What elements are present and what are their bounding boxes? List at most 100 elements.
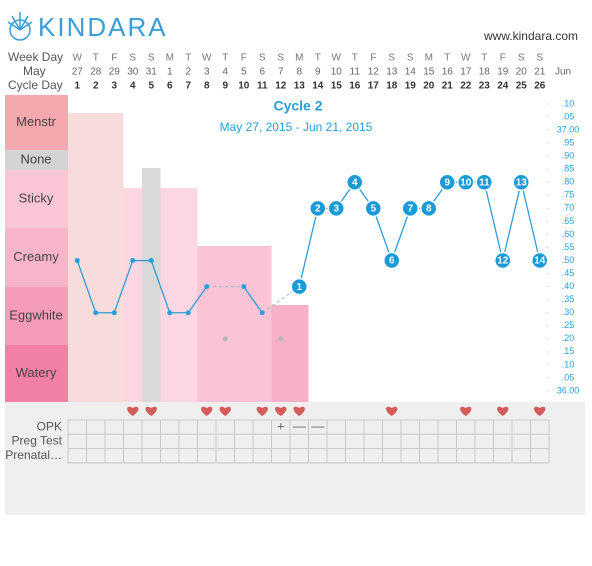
fluid-row-label-bg xyxy=(5,345,68,402)
cycle-day: 20 xyxy=(423,81,435,92)
date: 3 xyxy=(204,67,210,78)
y-tick-label: .05 xyxy=(562,111,575,121)
heart xyxy=(497,406,509,416)
cycle-day: 23 xyxy=(479,81,491,92)
cycle-day: 14 xyxy=(312,81,324,92)
temp-point xyxy=(148,258,154,264)
date: 28 xyxy=(90,67,102,78)
point-label: 12 xyxy=(497,256,509,267)
weekday: S xyxy=(388,53,395,64)
date: 11 xyxy=(350,67,361,78)
weekday: T xyxy=(315,53,321,64)
cycle-day: 25 xyxy=(516,81,528,92)
y-tick-label: .35 xyxy=(562,294,575,304)
fluid-row-label-bg xyxy=(5,287,68,345)
y-tick-label: .75 xyxy=(562,190,575,200)
logo-icon xyxy=(7,12,33,41)
chart-title: Cycle 2 xyxy=(273,98,322,114)
temp-point xyxy=(111,310,117,316)
fluid-bar xyxy=(216,246,235,402)
date: 5 xyxy=(241,67,247,78)
date: 14 xyxy=(405,67,417,78)
weekday: M xyxy=(425,53,433,64)
y-tick-label: .10 xyxy=(562,98,575,108)
weekday: F xyxy=(370,53,376,64)
y-tick-label: .85 xyxy=(562,164,575,174)
y-tick-label: .25 xyxy=(562,320,575,330)
cycle-day: 4 xyxy=(130,81,136,92)
fluid-bar xyxy=(234,246,253,402)
temp-point xyxy=(383,251,401,270)
fluid-row-label: Eggwhite xyxy=(9,307,62,322)
y-tick-label: .60 xyxy=(562,229,575,239)
temp-point xyxy=(130,258,136,264)
temp-point xyxy=(457,173,475,192)
temp-point xyxy=(438,173,456,192)
weekday: W xyxy=(202,53,212,64)
cycle-day: 5 xyxy=(148,81,154,92)
cycle-day: 13 xyxy=(294,81,306,92)
temp-point xyxy=(420,199,438,218)
fluid-bar xyxy=(123,188,142,402)
weekday: F xyxy=(500,53,506,64)
cycle-day: 11 xyxy=(257,81,268,92)
date: 30 xyxy=(127,67,139,78)
logo: KINDARA xyxy=(38,12,168,42)
point-label: 10 xyxy=(460,177,472,188)
y-tick-label: .45 xyxy=(562,268,575,278)
excluded-point xyxy=(278,336,284,342)
y-tick-label: .40 xyxy=(562,281,575,291)
fluid-bar xyxy=(253,246,272,402)
temp-point xyxy=(494,251,512,270)
cycle-day: 24 xyxy=(497,81,509,92)
point-label: 1 xyxy=(296,282,302,293)
point-label: 5 xyxy=(370,204,376,215)
cycle-day: 21 xyxy=(442,81,454,92)
fluid-row-label-bg xyxy=(5,228,68,287)
fluid-bar xyxy=(179,188,198,402)
fluid-bar xyxy=(105,113,124,402)
date: 15 xyxy=(423,67,435,78)
point-label: 13 xyxy=(516,177,528,188)
weekday: W xyxy=(73,53,83,64)
point-label: 2 xyxy=(315,204,321,215)
point-label: 9 xyxy=(444,177,450,188)
point-label: 14 xyxy=(534,256,546,267)
weekday: W xyxy=(461,53,471,64)
fluid-row-label: Watery xyxy=(16,365,57,380)
fluid-row-label-bg xyxy=(5,150,68,170)
test-row-label: Preg Test xyxy=(12,434,63,448)
cycle-day: 17 xyxy=(368,81,380,92)
date: 2 xyxy=(185,67,191,78)
heart xyxy=(293,406,305,416)
chart-subtitle: May 27, 2015 - Jun 21, 2015 xyxy=(220,120,373,134)
cycle-day: 22 xyxy=(460,81,472,92)
point-label: 6 xyxy=(389,256,395,267)
row-label: Week Day xyxy=(8,50,63,64)
cycle-day: 19 xyxy=(405,81,417,92)
opk-result: + xyxy=(277,419,285,434)
heart xyxy=(127,406,139,416)
excluded-point xyxy=(222,336,228,342)
date: 27 xyxy=(72,67,84,78)
cycle-day: 26 xyxy=(534,81,546,92)
test-row-label: Prenatal… xyxy=(5,448,62,462)
temp-point xyxy=(364,199,382,218)
date: 16 xyxy=(442,67,454,78)
row-label: May xyxy=(23,64,46,78)
y-tick-label: .65 xyxy=(562,216,575,226)
weekday: T xyxy=(444,53,450,64)
date: 19 xyxy=(497,67,509,78)
temp-point xyxy=(241,284,247,290)
weekday: F xyxy=(241,53,247,64)
weekday: S xyxy=(259,53,266,64)
fluid-bar xyxy=(197,246,216,402)
date: 21 xyxy=(534,67,546,78)
temp-line xyxy=(76,259,208,314)
fluid-row-label: Menstr xyxy=(16,114,56,129)
heart xyxy=(201,406,213,416)
y-tick-label: .80 xyxy=(562,177,575,187)
y-tick-label: .30 xyxy=(562,307,575,317)
